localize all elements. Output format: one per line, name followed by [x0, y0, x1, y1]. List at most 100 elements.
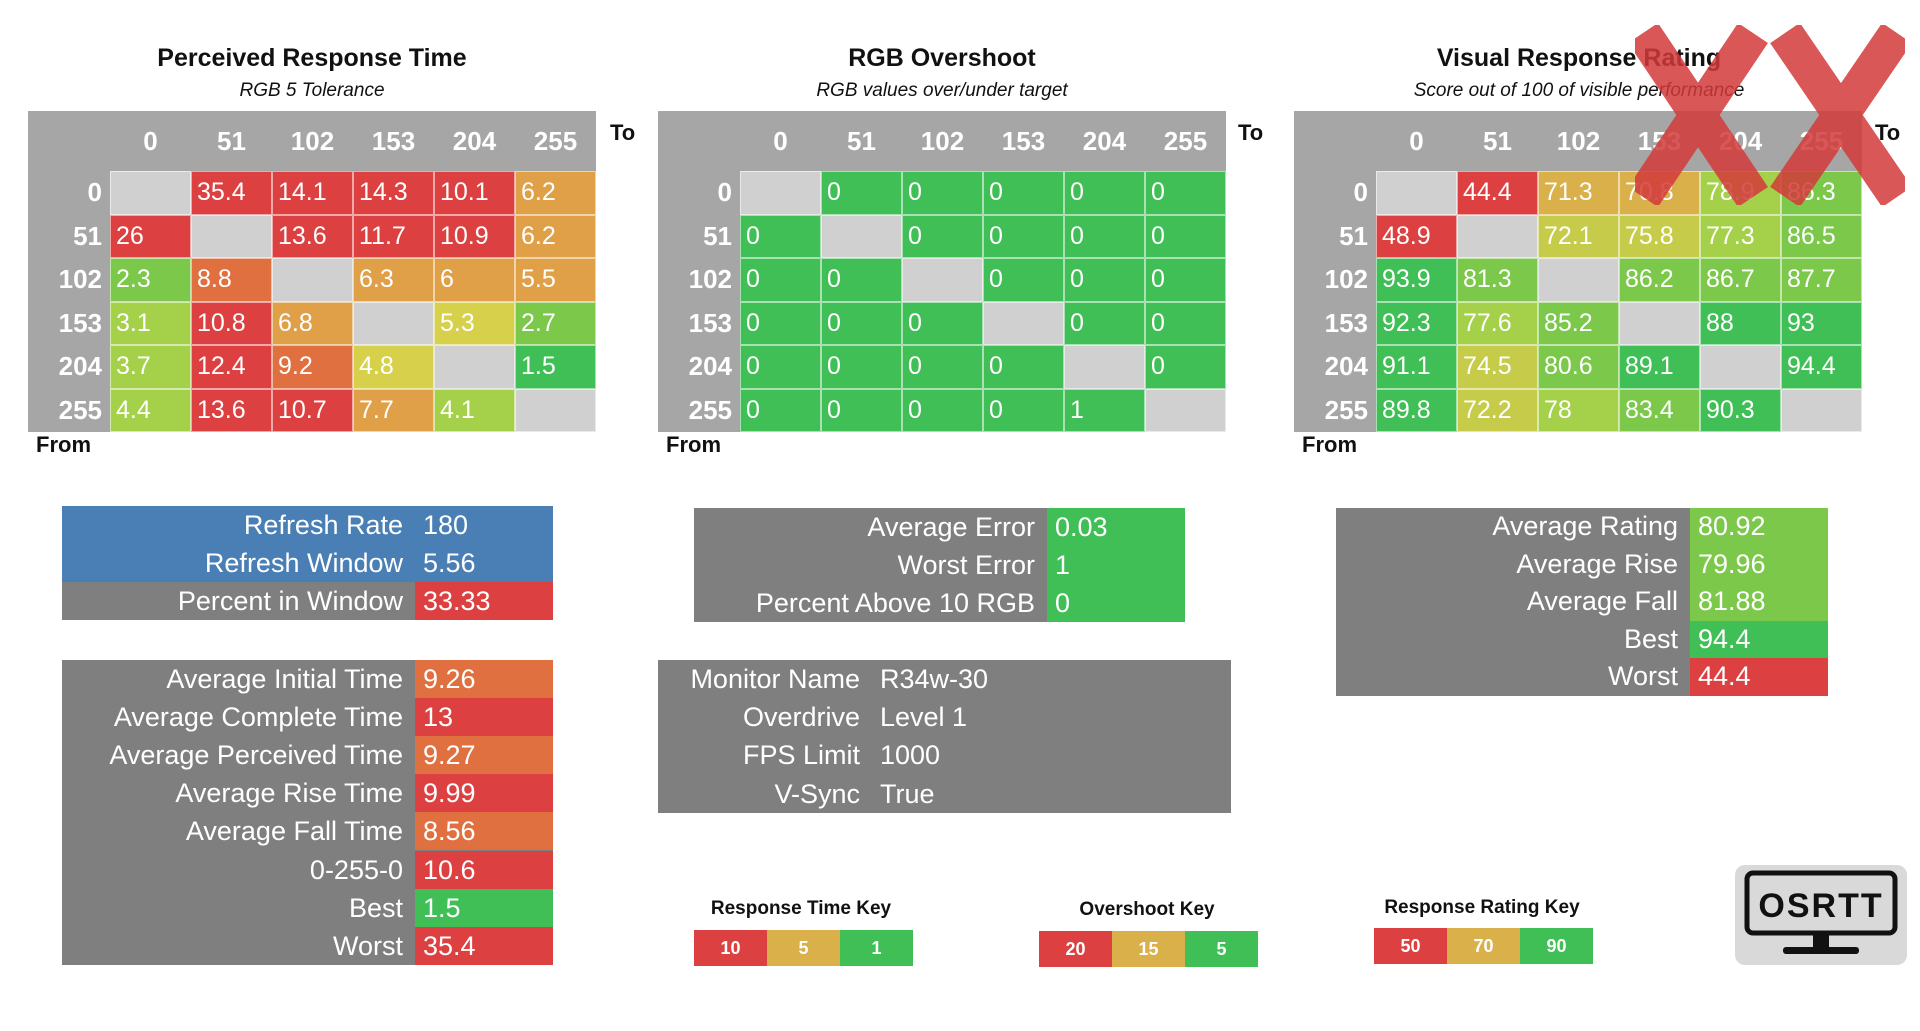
key-swatch-green: 90: [1520, 928, 1593, 964]
row-header-from: 0: [1353, 177, 1368, 208]
heatmap-1-title: Perceived Response Time: [157, 44, 467, 72]
stat-value: 94.4: [1690, 620, 1828, 659]
stat-row: Best 94.4: [1336, 620, 1828, 659]
heatmap-cell: 90.3: [1700, 388, 1781, 432]
stat-label: Average Rating: [1492, 511, 1678, 541]
stat-row: Average Rise 79.96: [1336, 545, 1828, 584]
column-header-to: 204: [1082, 125, 1127, 156]
osrtt-logo: OSRTT: [1735, 865, 1907, 965]
stat-row: Average Rating 80.92: [1336, 508, 1828, 546]
heatmap-cell: 92.3: [1376, 301, 1457, 345]
stat-label: Best: [348, 892, 403, 923]
column-header-to: 153: [371, 125, 416, 156]
heatmap-cell: 3.7: [110, 345, 191, 389]
stat-label: Average Error: [867, 512, 1035, 542]
heatmap-cell: 6: [434, 258, 515, 302]
stat-value: True: [880, 778, 935, 809]
stat-value: 180: [415, 506, 553, 544]
logo-text: OSRTT: [1758, 887, 1883, 925]
column-header-to: 102: [1556, 125, 1601, 156]
grid-corner: [28, 111, 110, 171]
column-header-to: 51: [1483, 125, 1512, 156]
column-header-to: 0: [143, 125, 158, 156]
heatmap-2-from-label: From: [666, 432, 721, 457]
diagonal-cell: [353, 301, 434, 345]
heatmap-cell: 0: [821, 258, 902, 302]
diagonal-cell: [191, 214, 272, 258]
heatmap-cell: 86.7: [1700, 258, 1781, 302]
diagonal-cell: [1781, 388, 1862, 432]
refresh-panel: Refresh Rate 180 Refresh Window 5.56 Percent…: [62, 506, 553, 620]
heatmap-cell: 0: [740, 345, 821, 389]
heatmap-cell: 81.3: [1457, 258, 1538, 302]
stat-value: 1: [1047, 546, 1185, 584]
stat-label: Average Complete Time: [113, 702, 403, 733]
heatmap-cell: 10.9: [434, 214, 515, 258]
monitor-info-panel: Monitor Name R34w-30 Overdrive Level 1 FPS L…: [658, 660, 1231, 813]
grid-corner: [1294, 111, 1376, 171]
heatmap-cell: 0: [740, 388, 821, 432]
overshoot-key-title: Overshoot Key: [1079, 899, 1215, 920]
heatmap-3-from-label: From: [1302, 432, 1357, 457]
stat-value: 0: [1047, 584, 1185, 622]
heatmap-cell: 89.8: [1376, 388, 1457, 432]
heatmap-cell: 0: [740, 214, 821, 258]
stat-label: Worst: [332, 930, 403, 961]
diagonal-cell: [740, 171, 821, 215]
heatmap-cell: 0: [740, 301, 821, 345]
stat-row: Average Rise Time 9.99: [62, 774, 553, 813]
stat-row: Average Initial Time 9.26: [62, 660, 553, 699]
heatmap-cell: 0: [1064, 171, 1145, 215]
heatmap-cell: 10.7: [272, 388, 353, 432]
heatmap-cell: 87.7: [1781, 258, 1862, 302]
heatmap-cell: 11.7: [353, 214, 434, 258]
row-header-from: 0: [87, 177, 102, 208]
column-header-to: 102: [920, 125, 965, 156]
row-header-from: 102: [688, 264, 732, 295]
heatmap-cell: 0: [902, 301, 983, 345]
column-header-to: 51: [847, 125, 876, 156]
stat-label: Best: [1623, 623, 1678, 654]
stat-label: Average Fall Time: [185, 816, 403, 847]
heatmap-cell: 0: [821, 301, 902, 345]
column-header-to: 204: [452, 125, 497, 156]
diagonal-cell: [272, 258, 353, 302]
heatmap-cell: 0: [983, 171, 1064, 215]
diagonal-cell: [1457, 214, 1538, 258]
heatmap-cell: 10.1: [434, 171, 515, 215]
column-header-to: 102: [290, 125, 335, 156]
heatmap-cell: 35.4: [191, 171, 272, 215]
stat-row: Percent in Window 33.33: [62, 582, 553, 620]
stat-value: 0.03: [1047, 508, 1185, 546]
heatmap-cell: 91.1: [1376, 345, 1457, 389]
stat-row: Refresh Window 5.56: [62, 544, 553, 582]
heatmap-cell: 12.4: [191, 345, 272, 389]
stat-row: Average Error 0.03: [694, 508, 1185, 546]
heatmap-cell: 72.1: [1538, 214, 1619, 258]
heatmap-cell: 0: [740, 258, 821, 302]
stat-value: Level 1: [880, 702, 968, 733]
heatmap-1-from-label: From: [36, 432, 91, 457]
heatmap-cell: 9.2: [272, 345, 353, 389]
grid-corner: [658, 111, 740, 171]
diagonal-cell: [983, 301, 1064, 345]
heatmap-cell: 2.3: [110, 258, 191, 302]
heatmap-cell: 78: [1538, 388, 1619, 432]
heatmap-cell: 86.2: [1619, 258, 1700, 302]
diagonal-cell: [110, 171, 191, 215]
heatmap-cell: 44.4: [1457, 171, 1538, 215]
heatmap-cell: 3.1: [110, 301, 191, 345]
heatmap-cell: 88: [1700, 301, 1781, 345]
xx-watermark-icon: [1635, 25, 1905, 205]
stat-label: Percent Above 10 RGB: [755, 588, 1035, 618]
heatmap-cell: 74.5: [1457, 345, 1538, 389]
heatmap-cell: 86.5: [1781, 214, 1862, 258]
stat-label: Refresh Window: [204, 548, 403, 578]
key-swatch-amber: 70: [1447, 928, 1520, 964]
column-header-to: 0: [1409, 125, 1424, 156]
stat-value: 33.33: [415, 582, 553, 620]
heatmap-cell: 0: [821, 388, 902, 432]
stat-row: V-Sync True: [658, 775, 1231, 813]
heatmap-cell: 14.1: [272, 171, 353, 215]
row-header-from: 102: [58, 264, 102, 295]
